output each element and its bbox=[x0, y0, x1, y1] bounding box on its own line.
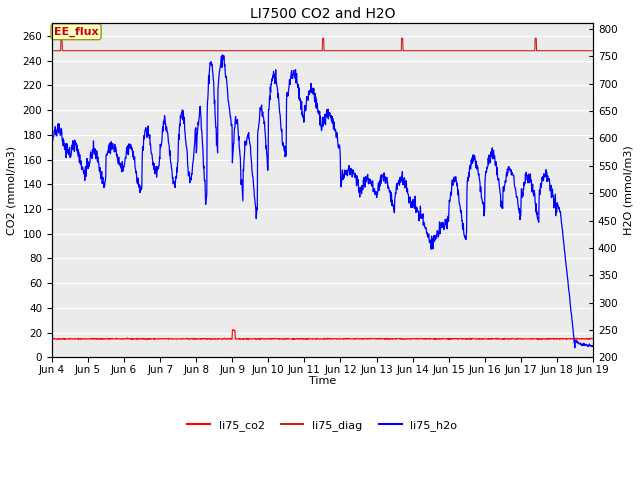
Y-axis label: H2O (mmol/m3): H2O (mmol/m3) bbox=[623, 145, 633, 235]
Text: EE_flux: EE_flux bbox=[54, 26, 99, 37]
Y-axis label: CO2 (mmol/m3): CO2 (mmol/m3) bbox=[7, 146, 17, 235]
X-axis label: Time: Time bbox=[309, 376, 336, 386]
Title: LI7500 CO2 and H2O: LI7500 CO2 and H2O bbox=[250, 7, 395, 21]
Legend: li75_co2, li75_diag, li75_h2o: li75_co2, li75_diag, li75_h2o bbox=[183, 416, 462, 435]
